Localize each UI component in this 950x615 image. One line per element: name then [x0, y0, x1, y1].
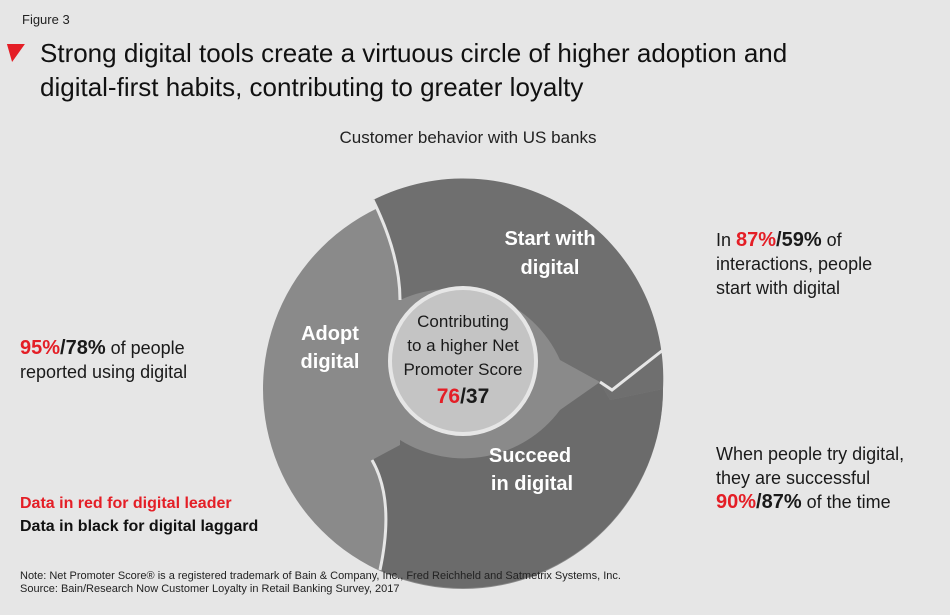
stat-start-line1: In 87%/59% of: [716, 228, 926, 252]
stat-start-laggard: 59%: [781, 229, 822, 251]
stat-start-leader: 87%: [736, 229, 777, 251]
stat-start-line2: interactions, people: [716, 254, 873, 274]
page-title: Strong digital tools create a virtuous c…: [40, 36, 920, 104]
note-line: Note: Net Promoter Score® is a registere…: [20, 570, 621, 582]
label-succeed-line2: in digital: [491, 473, 573, 495]
segment-succeed-in-digital: [372, 382, 663, 589]
stat-succeed-in-digital: When people try digital, they are succes…: [716, 442, 936, 514]
stat-adopt-leader: 95%: [20, 337, 61, 359]
center-circle: [388, 286, 538, 436]
stat-adopt-digital: 95%/78% of people reported using digital: [20, 336, 250, 384]
center-score: 76/37: [437, 385, 490, 408]
label-start-line2: digital: [521, 257, 580, 279]
center-line2: to a higher Net: [407, 336, 519, 355]
label-start-line1: Start with: [504, 228, 595, 250]
stat-start-suffix: of: [821, 230, 842, 250]
legend-leader: Data in red for digital leader: [20, 495, 232, 512]
label-succeed-line1: Succeed: [489, 445, 571, 467]
stat-succeed-leader: 90%: [716, 491, 757, 513]
source-line: Source: Bain/Research Now Customer Loyal…: [20, 583, 400, 595]
color-legend: Data in red for digital leader Data in b…: [20, 492, 258, 538]
segment-start-with-digital: [373, 178, 664, 400]
separator-start-succeed: [599, 348, 664, 392]
label-adopt-line1: Adopt: [301, 323, 359, 345]
stat-succeed-laggard: 87%: [761, 491, 802, 513]
center-score-laggard: 37: [466, 385, 489, 408]
stat-adopt-suffix: of people: [105, 338, 185, 358]
stat-adopt-sep: /: [60, 337, 66, 359]
stat-start-with-digital: In 87%/59% of interactions, people start…: [716, 228, 926, 300]
legend-laggard: Data in black for digital laggard: [20, 518, 259, 535]
figure-label: Figure 3: [22, 12, 70, 27]
stat-succeed-sep: /: [756, 491, 762, 513]
stat-succeed-line1: When people try digital,: [716, 444, 905, 464]
stat-succeed-line2: they are successful: [716, 468, 871, 488]
separator-adopt-start: [371, 199, 402, 301]
center-score-sep: /: [460, 385, 466, 408]
center-line1: Contributing: [417, 312, 509, 331]
center-line3: Promoter Score: [403, 360, 522, 379]
stat-start-sep: /: [776, 229, 782, 251]
stat-adopt-line2: reported using digital: [20, 362, 188, 382]
stat-succeed-suffix: of the time: [801, 492, 891, 512]
title-line-2: digital-first habits, contributing to gr…: [40, 72, 584, 102]
center-score-leader: 76: [437, 385, 460, 408]
diagram-subtitle: Customer behavior with US banks: [339, 128, 597, 147]
footnote: Note: Net Promoter Score® is a registere…: [20, 570, 621, 596]
stat-adopt-laggard: 78%: [65, 337, 106, 359]
stat-start-line3: start with digital: [716, 278, 841, 298]
stat-succeed-line3: 90%/87% of the time: [716, 490, 936, 514]
separator-succeed-adopt: [370, 459, 388, 571]
label-adopt-line2: digital: [301, 351, 360, 373]
title-line-1: Strong digital tools create a virtuous c…: [40, 38, 788, 68]
stat-start-prefix: In: [716, 230, 737, 250]
stat-adopt-line1: 95%/78% of people: [20, 336, 250, 360]
